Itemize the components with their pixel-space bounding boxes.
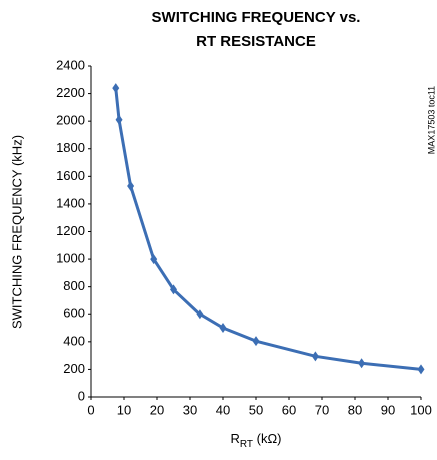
x-tick-label: 40 <box>216 402 230 417</box>
marker <box>127 180 135 191</box>
y-tick-label: 1400 <box>56 195 85 210</box>
marker <box>252 336 260 347</box>
line <box>114 87 422 371</box>
y-tick-label: 2200 <box>56 85 85 100</box>
y-tick-label: 1600 <box>56 168 85 183</box>
y-tick-label: 0 <box>78 388 85 403</box>
y-tick-label: 600 <box>63 306 85 321</box>
x-tick-label: 90 <box>381 402 395 417</box>
marker <box>115 114 123 125</box>
x-tick-label: 0 <box>87 402 94 417</box>
x-tick-label: 50 <box>249 402 263 417</box>
x-tick-label: 10 <box>117 402 131 417</box>
chart-title: SWITCHING FREQUENCY vs. <box>152 9 361 26</box>
y-tick-label: 1800 <box>56 140 85 155</box>
marker <box>311 351 319 362</box>
x-axis-label: RRT (kΩ) <box>230 431 281 449</box>
y-tick-label: 2400 <box>56 57 85 72</box>
marker <box>170 284 177 295</box>
x-label-sub: RT <box>240 439 253 450</box>
marker <box>150 254 158 265</box>
x-tick-label: 70 <box>315 402 329 417</box>
marker <box>417 364 425 375</box>
x-tick-label: 80 <box>348 402 362 417</box>
marker <box>358 358 366 369</box>
marker <box>219 323 227 334</box>
chart-title: RT RESISTANCE <box>196 33 316 50</box>
x-label-part: R <box>230 431 239 446</box>
marker <box>196 309 204 320</box>
y-tick-label: 1000 <box>56 251 85 266</box>
y-tick-label: 2000 <box>56 113 85 128</box>
y-tick-label: 400 <box>63 333 85 348</box>
annotation: MAX17503 toc11 <box>426 86 436 154</box>
x-tick-label: 60 <box>282 402 296 417</box>
marker <box>112 83 120 94</box>
y-tick-label: 200 <box>63 361 85 376</box>
x-tick-label: 20 <box>150 402 164 417</box>
y-tick-label: 800 <box>63 278 85 293</box>
x-tick-label: 100 <box>410 402 432 417</box>
x-tick-label: 30 <box>183 402 197 417</box>
y-axis-label: SWITCHING FREQUENCY (kHz) <box>9 135 24 329</box>
x-label-part: (kΩ) <box>253 431 282 446</box>
y-tick-label: 1200 <box>56 223 85 238</box>
